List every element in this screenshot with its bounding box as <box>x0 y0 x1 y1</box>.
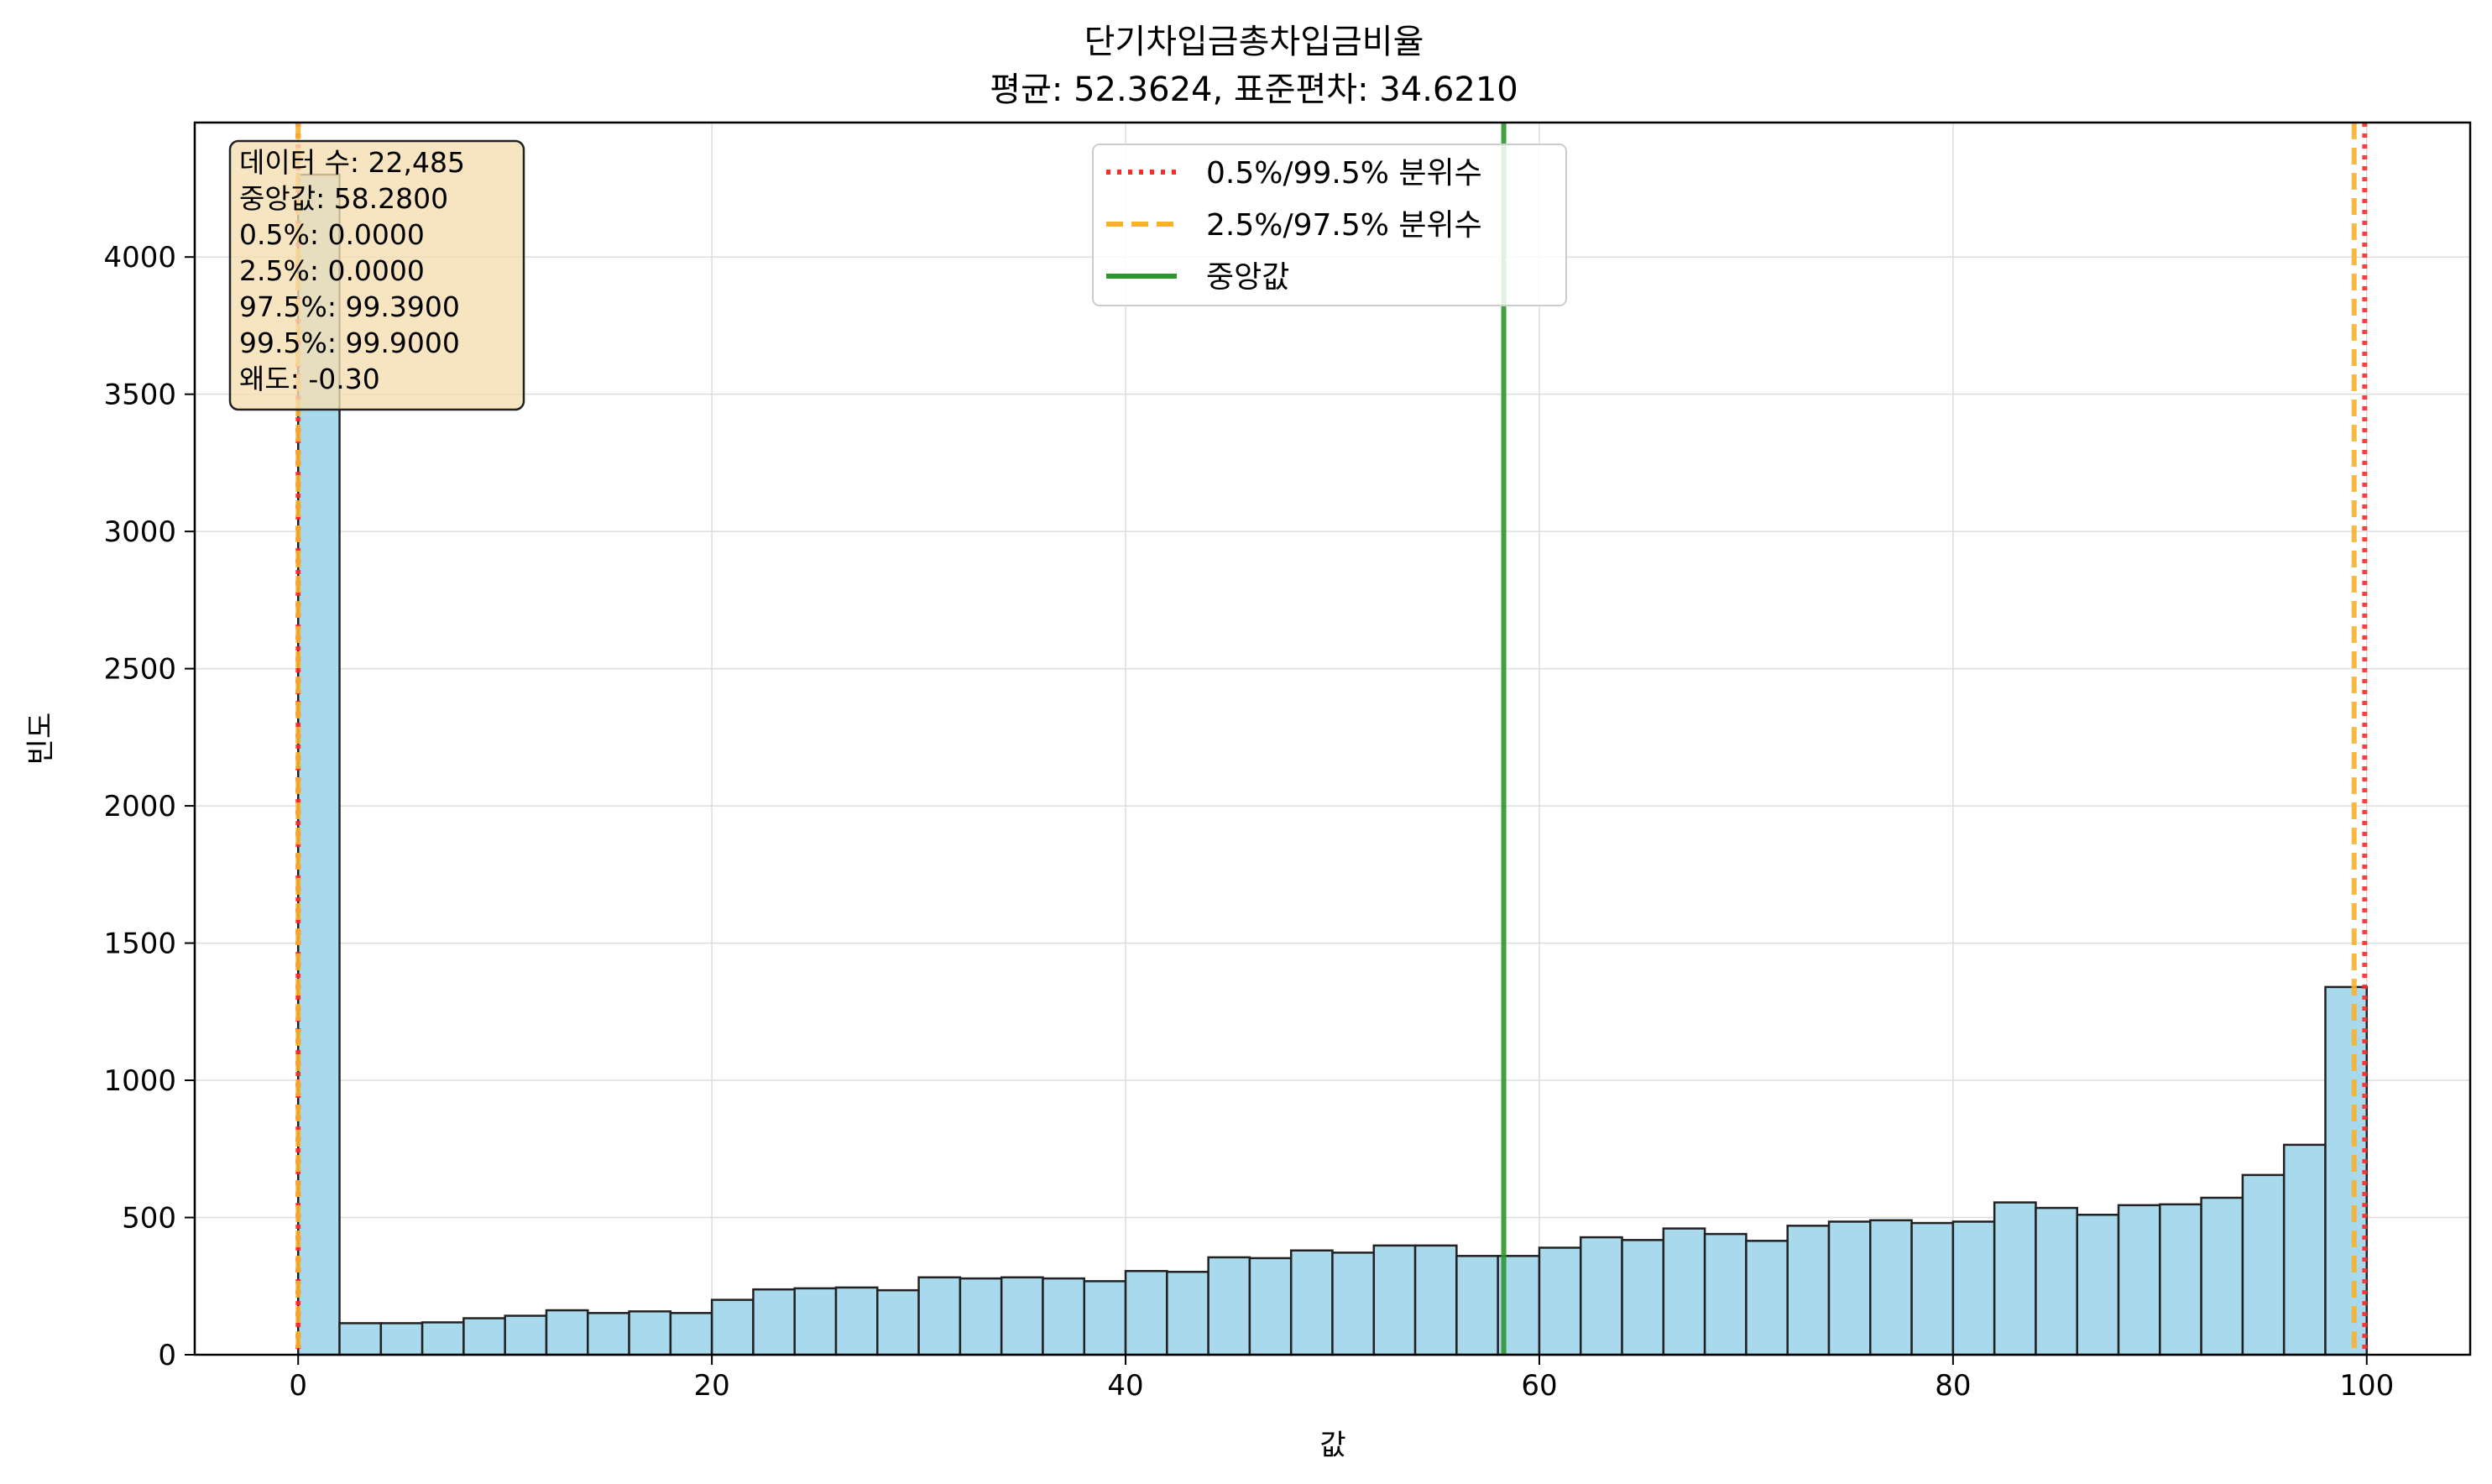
stats-line: 왜도: -0.30 <box>239 363 380 395</box>
histogram-bar <box>2035 1206 2078 1356</box>
histogram-bar <box>1042 1277 1086 1356</box>
histogram-bar <box>1538 1246 1582 1356</box>
y-tick-label: 3500 <box>103 379 176 412</box>
y-tick-label: 2000 <box>103 790 176 823</box>
y-tick-label: 1000 <box>103 1064 176 1098</box>
histogram-bar <box>1910 1221 1955 1356</box>
histogram-bar <box>628 1310 672 1356</box>
histogram-bar <box>959 1277 1003 1356</box>
stats-line: 99.5%: 99.9000 <box>239 327 460 359</box>
plot-frame <box>193 121 2472 1356</box>
histogram-bar <box>1745 1240 1789 1356</box>
histogram-bar <box>338 1322 383 1356</box>
histogram-bar <box>1000 1276 1044 1356</box>
y-tick-label: 4000 <box>103 241 176 274</box>
x-tick-label: 60 <box>1521 1369 1557 1403</box>
histogram-bar <box>462 1317 506 1356</box>
histogram-bar <box>669 1312 713 1356</box>
y-tick-label: 3000 <box>103 515 176 549</box>
x-tick-label: 20 <box>694 1369 730 1403</box>
x-tick-label: 100 <box>2339 1369 2394 1403</box>
stats-line: 0.5%: 0.0000 <box>239 218 425 251</box>
histogram-bar <box>1579 1236 1623 1356</box>
stats-line: 97.5%: 99.3900 <box>239 290 460 323</box>
histogram-bar <box>1248 1257 1293 1356</box>
stats-line: 2.5%: 0.0000 <box>239 254 425 287</box>
histogram-bar <box>2324 985 2369 1356</box>
x-tick-label: 80 <box>1935 1369 1971 1403</box>
chart-subtitle: 평균: 52.3624, 표준편차: 34.6210 <box>990 71 1518 109</box>
stats-box-background <box>228 139 525 411</box>
histogram-bar <box>1703 1232 1748 1356</box>
histogram-bar <box>587 1312 630 1356</box>
histogram-bar <box>1827 1220 1872 1356</box>
histogram-bar <box>1993 1201 2037 1356</box>
histogram-bar <box>2241 1173 2286 1356</box>
y-tick-label: 2500 <box>103 653 176 687</box>
histogram-bar <box>917 1276 962 1356</box>
y-axis-ticks: 0 500 1000 1500 2000 2500 3000 3500 4000 <box>103 241 195 1372</box>
histogram-bar <box>1083 1280 1127 1356</box>
legend-label: 중앙값 <box>1206 260 1289 295</box>
histogram-bar <box>1951 1220 1996 1356</box>
histogram-bar <box>876 1288 920 1356</box>
histogram-bar <box>1621 1239 1665 1356</box>
y-tick-label: 1500 <box>103 928 176 961</box>
legend-label: 2.5%/97.5% 분위수 <box>1206 208 1482 243</box>
reference-lines <box>295 123 2368 1355</box>
histogram-bar <box>504 1314 548 1356</box>
y-tick-label: 500 <box>122 1202 176 1236</box>
histogram-bar <box>2117 1204 2161 1356</box>
histogram-bar <box>752 1288 796 1356</box>
histogram-bar <box>545 1309 589 1356</box>
histogram-bar <box>379 1322 424 1356</box>
x-axis-label: 값 <box>1319 1429 1345 1462</box>
grid-lines <box>195 123 2470 1356</box>
y-axis-label: 빈도 <box>24 713 58 766</box>
histogram-bar <box>1166 1271 1209 1356</box>
histogram-bar <box>1455 1255 1499 1356</box>
histogram-bar <box>1207 1256 1251 1356</box>
legend-frame <box>1092 144 1567 306</box>
histogram-bars <box>296 173 2369 1356</box>
chart-title: 단기차입금총차입금비율 <box>1084 23 1424 61</box>
stats-line: 중앙값: 58.2800 <box>239 182 448 215</box>
histogram-bar <box>421 1321 465 1356</box>
histogram-bar <box>793 1287 838 1356</box>
histogram-bar <box>2076 1214 2120 1356</box>
histogram-bar <box>1289 1249 1334 1356</box>
histogram-bar <box>1124 1270 1168 1356</box>
histogram-bar <box>1372 1244 1417 1356</box>
histogram-bar <box>710 1298 755 1356</box>
histogram-bar <box>1331 1251 1376 1356</box>
histogram-bar <box>2282 1143 2327 1356</box>
histogram-bar <box>1786 1225 1831 1356</box>
histogram-bar <box>1662 1227 1706 1356</box>
legend-label: 0.5%/99.5% 분위수 <box>1206 156 1482 191</box>
x-axis-ticks: 0 20 40 60 80 100 <box>289 1355 2394 1403</box>
y-tick-label: 0 <box>158 1339 176 1372</box>
x-tick-label: 40 <box>1107 1369 1143 1403</box>
histogram-bar <box>2200 1196 2244 1356</box>
histogram-bar <box>1413 1244 1458 1356</box>
x-tick-label: 0 <box>289 1369 307 1403</box>
histogram-bar <box>834 1286 879 1356</box>
stats-line: 데이터 수: 22,485 <box>239 146 465 179</box>
histogram-bar <box>2159 1203 2202 1356</box>
histogram-bar <box>1869 1219 1913 1356</box>
